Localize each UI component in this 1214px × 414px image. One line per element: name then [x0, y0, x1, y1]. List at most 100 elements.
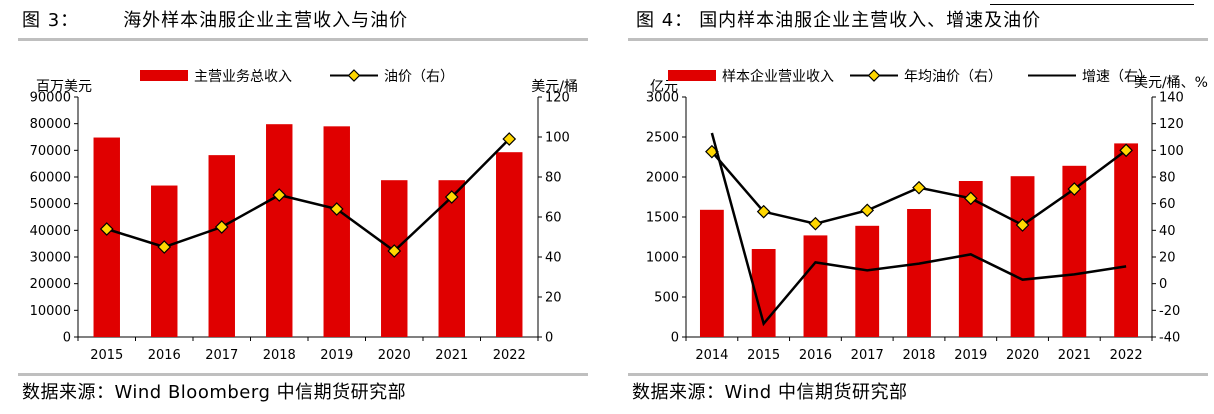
bar: [1114, 143, 1139, 337]
y-right-tick-label: 40: [1159, 224, 1176, 239]
x-tick-label: 2021: [1058, 348, 1091, 363]
y-right-unit: 美元/桶、%: [1134, 75, 1208, 91]
line-marker: [157, 240, 172, 254]
chart-title-text: 海外样本油服企业主营收入与油价: [123, 10, 409, 31]
y-right-tick-label: -20: [1159, 304, 1180, 319]
y-right-tick-label: 60: [545, 211, 562, 226]
legend-label: 油价（右）: [384, 69, 454, 85]
line-marker: [860, 203, 875, 218]
source-divider: [628, 373, 1208, 376]
bar: [699, 209, 724, 337]
bar: [266, 124, 293, 337]
y-left-tick-label: 10000: [30, 304, 71, 319]
y-left-tick-label: 1000: [646, 251, 679, 266]
x-tick-label: 2021: [435, 348, 468, 363]
y-right-tick-label: 20: [1159, 251, 1176, 266]
line-marker: [808, 216, 823, 231]
y-left-tick-label: 500: [654, 291, 679, 306]
x-tick-label: 2018: [263, 348, 296, 363]
line-marker: [1119, 143, 1133, 158]
x-tick-label: 2019: [320, 348, 353, 363]
series-line: [710, 132, 1127, 327]
legend-swatch-bar: [668, 70, 716, 81]
chart-panel-domestic: 图 4： 国内样本油服企业主营收入、增速及油价 0 500 1000 1500 2000 2…: [610, 0, 1214, 414]
bar: [1010, 176, 1035, 337]
x-tick-label: 2020: [378, 348, 411, 363]
x-tick-label: 2019: [954, 348, 987, 363]
y-right-tick-label: 100: [545, 131, 570, 146]
y-left-unit: 百万美元: [36, 79, 92, 95]
legend-label: 样本企业营业收入: [722, 68, 834, 85]
y-left-tick-label: 50000: [30, 197, 71, 212]
y-left-tick-label: 0: [671, 331, 679, 346]
title-divider: [18, 38, 588, 41]
y-right-tick-label: 60: [1159, 197, 1176, 212]
source-divider: [18, 373, 588, 376]
bar: [907, 209, 931, 337]
chart-title: 图 3： 海外样本油服企业主营收入与油价: [22, 6, 408, 32]
line-marker: [502, 132, 517, 146]
x-tick-label: 2017: [205, 348, 238, 363]
x-tick-label: 2015: [747, 348, 780, 363]
source-note: 数据来源：Wind 中信期货研究部: [632, 382, 908, 403]
y-right-tick-label: 20: [545, 291, 562, 306]
y-right-tick-label: 100: [1159, 144, 1184, 159]
y-left-tick-label: 2500: [646, 131, 679, 146]
y-left-tick-label: 40000: [30, 224, 71, 239]
bar: [208, 155, 235, 337]
y-left-tick-label: 60000: [30, 171, 71, 186]
bar: [803, 235, 828, 337]
chart-plot-domestic: 0 500 1000 1500 2000 2500 3000 -40 -20 0 20 40 60 80 1…: [646, 68, 1208, 363]
line-marker: [272, 188, 287, 202]
bar: [496, 152, 523, 337]
y-right-tick-label: 80: [1159, 171, 1176, 186]
y-right-tick-label: 120: [545, 91, 570, 106]
bar: [1062, 165, 1087, 337]
line-marker: [1067, 182, 1082, 196]
line-marker: [756, 204, 771, 219]
y-left-tick-label: 3000: [646, 91, 679, 106]
figure-label: 图 4：: [636, 10, 694, 31]
y-right-unit: 美元/桶: [531, 79, 578, 95]
y-right-tick-label: 0: [1159, 277, 1167, 292]
y-right-tick-label: 140: [1159, 91, 1184, 106]
bar: [93, 137, 120, 337]
chart-title-text: 国内样本油服企业主营收入、增速及油价: [699, 10, 1042, 31]
y-left-unit: 亿元: [650, 79, 678, 95]
y-left-tick-label: 0: [63, 331, 71, 346]
y-left-tick-label: 20000: [30, 277, 71, 292]
chart-panel-overseas: 图 3： 海外样本油服企业主营收入与油价 0 10000 20000 30000 4000…: [0, 0, 600, 414]
x-tick-label: 2018: [902, 348, 935, 363]
y-left-tick-label: 90000: [30, 91, 71, 106]
x-tick-label: 2022: [1110, 348, 1143, 363]
line-marker: [444, 190, 459, 204]
bar: [958, 181, 983, 337]
x-tick-label: 2016: [799, 348, 832, 363]
y-left-tick-label: 80000: [30, 117, 71, 132]
line-marker: [912, 180, 926, 195]
y-right-tick-label: 120: [1159, 117, 1184, 132]
top-border-line: [990, 4, 1194, 5]
chart-title: 图 4： 国内样本油服企业主营收入、增速及油价: [636, 6, 1041, 32]
x-tick-label: 2017: [851, 348, 884, 363]
legend-swatch-marker: [867, 69, 881, 82]
figure-label: 图 3：: [22, 10, 80, 31]
legend-label: 年均油价（右）: [904, 69, 1002, 85]
line-marker: [214, 220, 229, 234]
y-right-tick-label: 80: [545, 171, 562, 186]
legend-label: 增速（右）: [1082, 69, 1152, 85]
line-marker: [329, 202, 344, 216]
y-left-tick-label: 30000: [30, 251, 71, 266]
bar: [323, 126, 350, 337]
y-left-tick-label: 1500: [646, 211, 679, 226]
bar: [855, 225, 880, 337]
x-tick-label: 2015: [90, 348, 123, 363]
title-divider: [628, 38, 1208, 41]
bar: [381, 180, 408, 337]
y-left-tick-label: 70000: [30, 144, 71, 159]
y-right-tick-label: 40: [545, 251, 562, 266]
x-tick-label: 2020: [1006, 348, 1039, 363]
legend-swatch-bar: [140, 70, 188, 81]
x-tick-label: 2016: [148, 348, 181, 363]
line-marker: [1015, 218, 1030, 232]
